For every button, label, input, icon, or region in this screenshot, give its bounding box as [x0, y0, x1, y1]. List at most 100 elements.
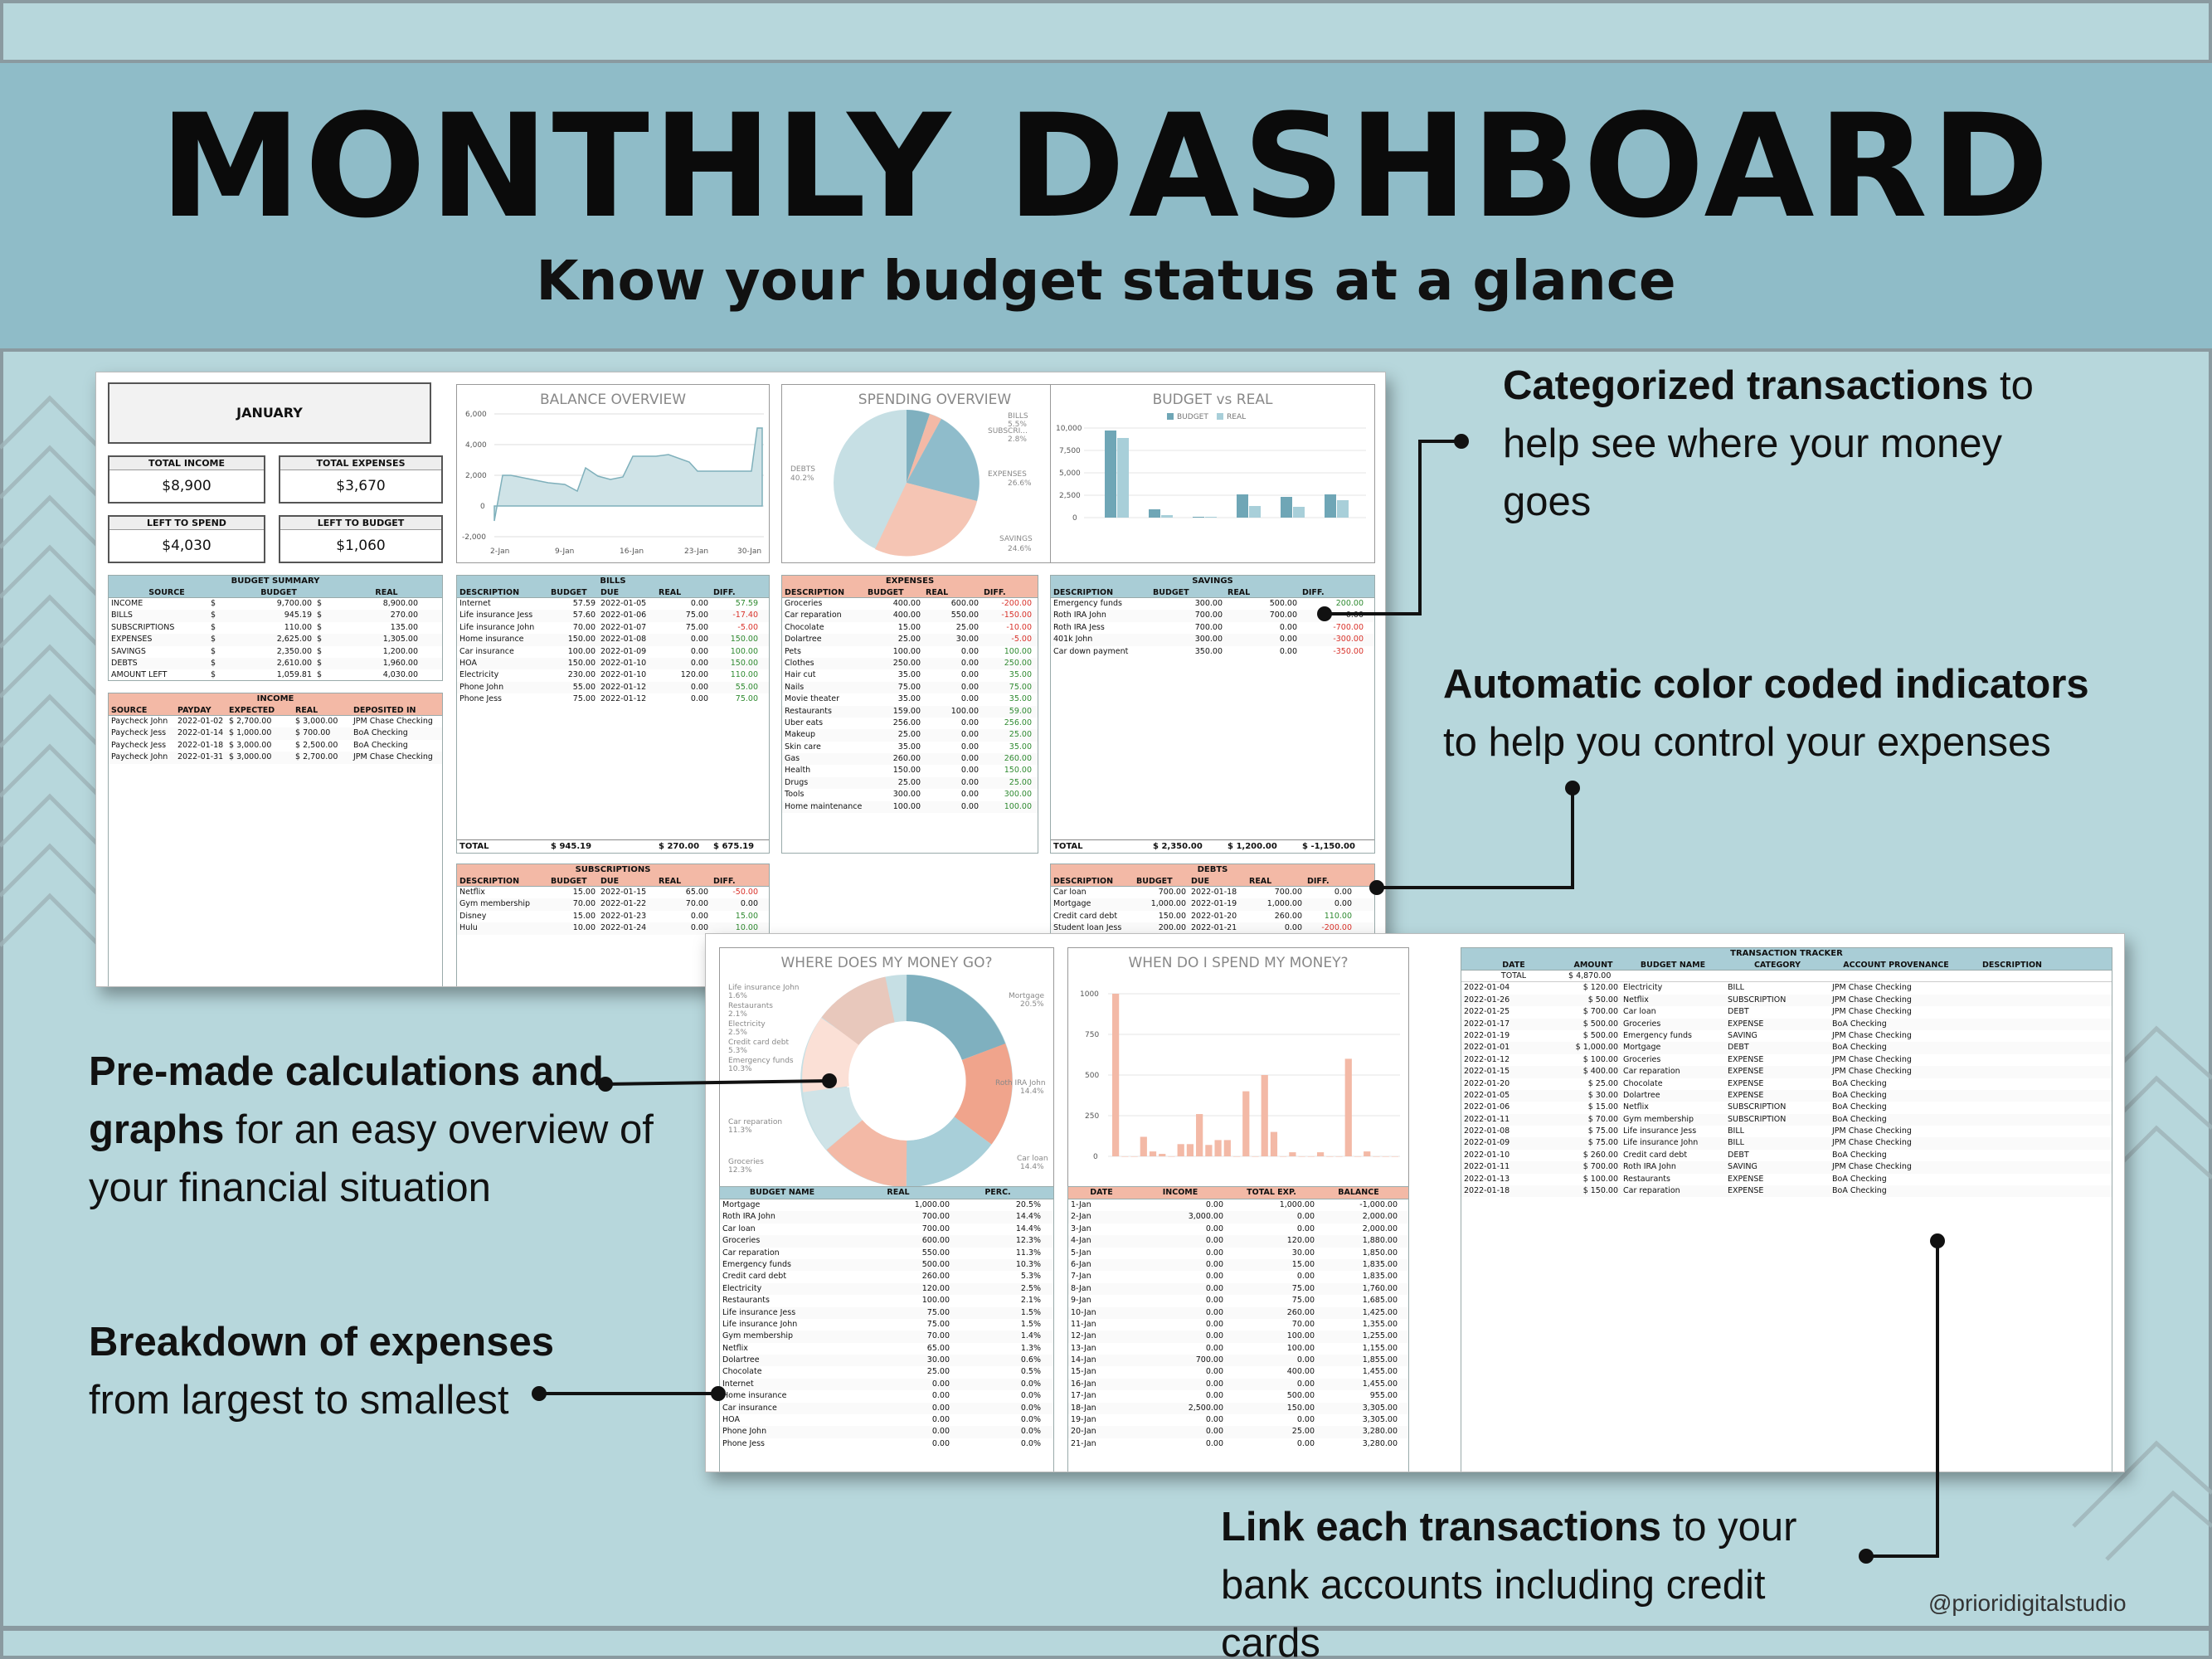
- table-cell: -700.00: [1333, 622, 1364, 632]
- table-header: DATE INCOME TOTAL EXP. BALANCE: [1068, 1187, 1408, 1199]
- table-cell: 2022-01-11: [1464, 1162, 1510, 1172]
- annotation-text: from largest to smallest: [89, 1378, 509, 1423]
- y-tick: 2,500: [1059, 492, 1081, 500]
- table-caption: BUDGET SUMMARY: [109, 576, 442, 587]
- table-cell: Paycheck John: [111, 752, 168, 762]
- table-cell: Gas: [785, 754, 800, 764]
- table-cell: 100.00: [1286, 1343, 1315, 1353]
- total-cell: $ 1,200.00: [1228, 842, 1277, 851]
- kpi-label: TOTAL EXPENSES: [280, 457, 441, 470]
- table-cell: BILL: [1728, 1138, 1744, 1148]
- table-cell: 18-Jan: [1071, 1403, 1096, 1413]
- table-cell: $ 700.00: [295, 728, 331, 738]
- table-cell: 70.00: [572, 622, 596, 632]
- chart-title: WHERE DOES MY MONEY GO?: [780, 955, 993, 971]
- table-cell: 2022-01-04: [1464, 983, 1510, 993]
- table-row: Phone Jess 0.00 0.0%: [720, 1438, 1053, 1450]
- table-cell: 0.00: [960, 718, 979, 727]
- table-cell: 1,855.00: [1362, 1355, 1398, 1365]
- table-cell: 0.00: [960, 670, 979, 680]
- kpi-label: TOTAL INCOME: [109, 457, 264, 470]
- kpi-value: $8,900: [162, 478, 211, 494]
- table-cell: 11.3%: [1015, 1248, 1041, 1258]
- table-cell: 1,455.00: [1362, 1367, 1398, 1377]
- table-cell: BoA Checking: [1832, 1090, 1887, 1100]
- table-row: Car loan 700.00 14.4%: [720, 1224, 1053, 1235]
- table-cell: 0.00: [960, 801, 979, 811]
- connector-dot: [532, 1386, 547, 1401]
- table-row: 2022-01-20 $ 25.00 Chocolate EXPENSE BoA Che…: [1461, 1078, 2112, 1090]
- table-row: 2022-01-05 $ 30.00 Dolartree EXPENSE BoA Che…: [1461, 1089, 2112, 1102]
- table-cell: 2022-01-31: [177, 752, 224, 762]
- table-cell: 550.00: [921, 1248, 950, 1258]
- table-row: Gym membership 70.00 1.4%: [720, 1331, 1053, 1343]
- day-bar: [1223, 1140, 1231, 1156]
- table-cell: $ 25.00: [1587, 1078, 1618, 1088]
- table-cell: Phone Jess: [459, 694, 502, 704]
- table-cell: 2,610.00: [276, 658, 312, 668]
- table-row: Internet 0.00 0.0%: [720, 1378, 1053, 1391]
- table-cell: $ 700.00: [1582, 1162, 1618, 1172]
- budget-summary-table: BUDGET SUMMARY SOURCE BUDGET REAL INCOME…: [108, 575, 443, 681]
- donut-pct: 20.5%: [1020, 1000, 1044, 1009]
- table-cell: 75.00: [572, 694, 596, 704]
- col-header: INCOME: [1162, 1188, 1198, 1197]
- balance-overview-chart: BALANCE OVERVIEW 6,000 4,000 2,000 0 -2,…: [456, 384, 770, 563]
- table-row: BILLS $945.19 $270.00: [109, 610, 442, 622]
- col-header: BUDGET NAME: [1640, 961, 1706, 970]
- y-tick: 10,000: [1056, 425, 1082, 433]
- table-cell: 1,000.00: [1266, 899, 1302, 909]
- table-cell: 1,059.81: [276, 670, 312, 680]
- table-cell: JPM Chase Checking: [353, 717, 433, 726]
- table-cell: Internet: [722, 1379, 754, 1389]
- donut-label: Credit card debt: [728, 1039, 789, 1047]
- table-header: DESCRIPTION BUDGET REAL DIFF.: [1051, 587, 1374, 598]
- donut-label: Electricity: [728, 1020, 766, 1029]
- table-cell: 0.00: [1205, 1415, 1223, 1425]
- table-cell: 1,155.00: [1362, 1343, 1398, 1353]
- table-cell: $ 400.00: [1582, 1067, 1618, 1077]
- table-cell: 500.00: [921, 1259, 950, 1269]
- col-header: REAL: [1228, 588, 1251, 597]
- table-cell: 260.00: [1004, 754, 1032, 764]
- col-header: TOTAL EXP.: [1247, 1188, 1296, 1197]
- table-cell: 14-Jan: [1071, 1355, 1096, 1365]
- table-cell: Roth IRA John: [1623, 1162, 1676, 1172]
- table-cell: 30.00: [926, 1355, 950, 1365]
- table-cell: $ 75.00: [1587, 1126, 1618, 1136]
- table-cell: 57.60: [572, 611, 596, 620]
- table-cell: 2022-01-05: [1464, 1090, 1510, 1100]
- table-cell: 11-Jan: [1071, 1319, 1096, 1329]
- chart-title: BUDGET vs REAL: [1152, 392, 1273, 408]
- total-cell: $ 2,350.00: [1153, 842, 1203, 851]
- table-cell: 100.00: [730, 646, 758, 656]
- table-cell: $ 2,700.00: [229, 717, 272, 726]
- day-bar: [1326, 1156, 1334, 1157]
- col-header: DIFF.: [1307, 877, 1330, 886]
- table-cell: 15.00: [897, 622, 921, 632]
- table-cell: 59.00: [1009, 706, 1032, 716]
- table-row: 3-Jan 0.00 0.00 2,000.00: [1068, 1224, 1408, 1235]
- col-header: DESCRIPTION: [459, 877, 520, 886]
- table-cell: 25.00: [1009, 730, 1032, 740]
- table-cell: $ 260.00: [1582, 1150, 1618, 1160]
- table-cell: 100.00: [567, 646, 596, 656]
- table-cell: 75.00: [1291, 1296, 1315, 1306]
- table-cell: $ 3,000.00: [229, 740, 272, 750]
- table-cell: Car reparation: [1623, 1067, 1680, 1077]
- table-cell: 200.00: [1335, 599, 1364, 608]
- table-cell: EXPENSE: [1728, 1019, 1764, 1029]
- table-cell: 14.4%: [1015, 1212, 1041, 1222]
- table-cell: $: [211, 670, 216, 680]
- chart-title: SPENDING OVERVIEW: [858, 392, 1012, 408]
- table-row: Car reparation 550.00 11.3%: [720, 1248, 1053, 1259]
- table-cell: SUBSCRIPTIONS: [111, 622, 175, 632]
- y-tick: 0: [480, 503, 485, 511]
- table-cell: -150.00: [1001, 611, 1032, 620]
- table-cell: JPM Chase Checking: [1832, 1067, 1912, 1077]
- table-cell: 260.00: [1286, 1307, 1315, 1317]
- table-cell: 15.00: [572, 911, 596, 921]
- table-cell: 200.00: [1158, 923, 1186, 933]
- table-row: 2022-01-06 $ 15.00 Netflix SUBSCRIPTION BoA …: [1461, 1102, 2112, 1113]
- table-cell: 55.00: [735, 682, 758, 692]
